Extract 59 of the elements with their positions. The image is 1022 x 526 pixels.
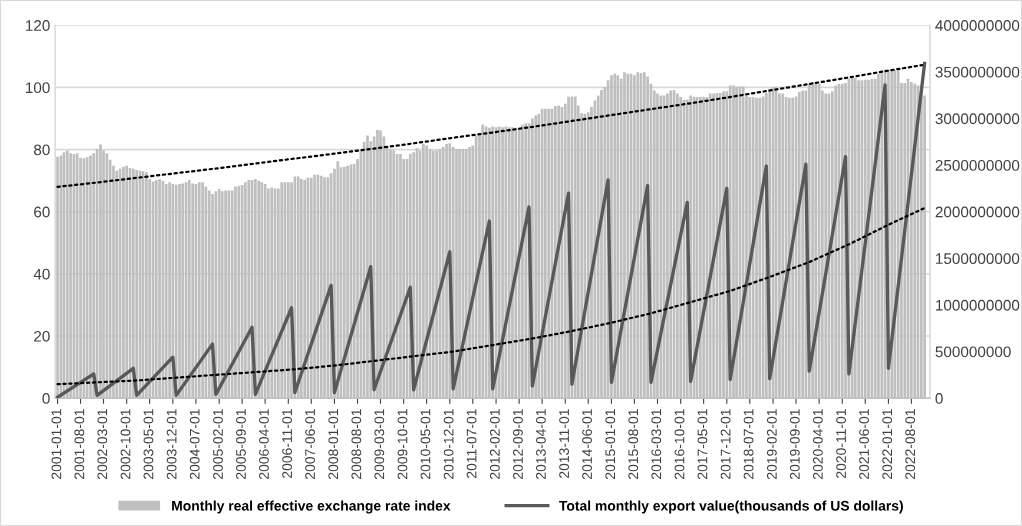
legend-label: Monthly real effective exchange rate index [172,500,451,514]
y-tick-label: 60 [34,206,50,218]
x-tick-label: 2011-07-01 [466,409,477,478]
x-tick-label: 2014-06-01 [582,409,592,479]
x-tick-label: 2013-04-01 [536,409,546,479]
x-tick-label: 2015-01-01 [605,409,616,479]
x-tick-label: 2005-09-01 [236,409,246,479]
x-tick-label: 2005-02-01 [213,409,223,479]
x-tick-label: 2012-02-01 [489,409,500,479]
x-tick-label: 2017-12-01 [720,409,731,479]
x-tick-label: 2016-03-01 [651,409,662,479]
bar [56,156,59,399]
x-tick-label: 2013-11-01 [559,409,570,478]
y2-tick-label: 0 [935,393,943,404]
y-tick-label: 120 [26,20,50,31]
y2-tick-label: 1500000000 [936,253,1020,265]
y-tick-label: 80 [34,144,50,156]
line-series [56,63,926,188]
x-tick-label: 2004-07-01 [189,409,200,479]
x-tick-label: 2010-05-01 [420,409,431,479]
x-tick-label: 2009-10-01 [397,409,408,479]
x-tick-label: 2012-09-01 [513,409,523,479]
x-tick-label: 2001-01-01 [51,409,62,479]
y-tick-label: 0 [42,393,50,404]
x-tick-label: 2006-11-01 [282,409,293,478]
y-tick-label: 40 [33,268,50,280]
legend-label: Total monthly export value(thousands of US dollars) [559,500,903,514]
y2-tick-label: 2500000000 [935,159,1020,171]
x-tick-label: 2010-12-01 [443,409,454,479]
y-tick-label: 20 [34,330,50,342]
x-tick-label: 2019-09-01 [789,409,800,479]
x-tick-label: 2009-03-01 [374,409,385,479]
x-tick-label: 2008-01-01 [328,409,339,479]
x-tick-label: 2003-12-01 [166,409,177,479]
y2-tick-label: 4000000000 [935,20,1020,31]
x-tick-label: 2003-05-01 [143,409,154,479]
x-tick-label: 2021-06-01 [859,409,869,479]
x-tick-label: 2017-05-01 [697,409,708,479]
x-tick-label: 2022-01-01 [882,409,893,479]
x-tick-label: 2002-03-01 [97,409,108,479]
y2-tick-label: 2000000000 [935,206,1020,218]
x-tick-label: 2019-02-01 [766,409,777,479]
x-tick-label: 2015-08-01 [628,409,639,479]
x-tick-label: 2002-10-01 [120,409,131,479]
x-tick-label: 2018-07-01 [743,409,754,479]
x-tick-label: 2006-04-01 [259,409,269,479]
x-tick-label: 2020-11-01 [836,409,847,478]
y2-tick-label: 500000000 [935,346,1011,358]
y-tick-label: 100 [26,82,50,94]
y2-tick-label: 3000000000 [935,113,1020,125]
x-tick-label: 2016-10-01 [674,409,685,479]
x-tick-label: 2007-06-01 [305,409,315,479]
x-tick-label: 2008-08-01 [351,409,362,479]
y2-tick-label: 1000000000 [936,299,1020,311]
x-tick-label: 2020-04-01 [812,409,823,479]
x-tick-label: 2001-08-01 [74,409,85,479]
y2-tick-label: 3500000000 [935,66,1020,78]
x-tick-label: 2022-08-01 [905,409,916,479]
line-series [56,206,926,386]
